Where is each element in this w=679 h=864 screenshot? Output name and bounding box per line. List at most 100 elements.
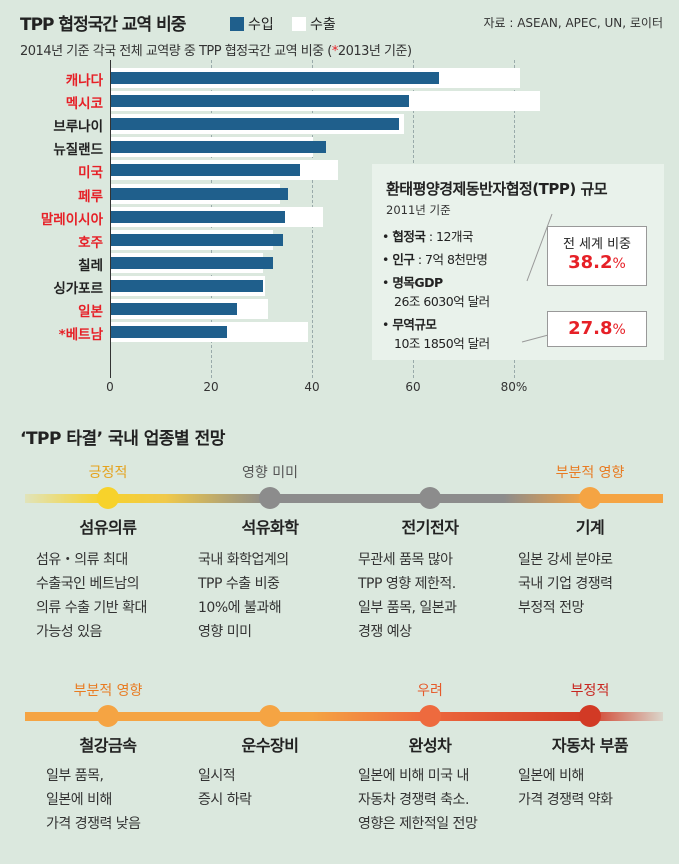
bar-import	[111, 141, 326, 154]
bullet: •	[382, 317, 389, 332]
bar-import	[111, 326, 228, 339]
legend-swatch-import	[230, 17, 244, 31]
category-label: 일본	[78, 304, 103, 320]
timeline-dot	[259, 487, 281, 509]
category-label: 말레이시아	[40, 211, 103, 228]
callout-pointer-gdp	[526, 213, 553, 282]
timeline-dot	[97, 487, 119, 509]
industry-name: 완성차	[408, 736, 452, 755]
info-title: 환태평양경제동반자협정(TPP) 규모	[386, 180, 608, 198]
outlook-tag: 부분적 영향	[555, 465, 625, 481]
bar-import	[111, 187, 288, 200]
item-key: 협정국	[392, 229, 426, 244]
bar-import	[111, 72, 440, 84]
industry-description: 일시적 증시 하락	[198, 768, 252, 808]
category-label: 칠레	[78, 257, 103, 274]
item-value: : 12개국	[425, 229, 474, 244]
tick-label: 60	[405, 380, 421, 394]
tick-label: 80%	[500, 380, 528, 394]
subtitle-star: *	[331, 44, 339, 59]
industry-name: 섬유의류	[79, 518, 137, 537]
info-item-members: • 협정국 : 12개국	[382, 226, 473, 245]
outlook-tag: 부분적 영향	[73, 683, 143, 699]
industry-description: 일본에 비해 가격 경쟁력 약화	[518, 768, 613, 808]
chart-title: TPP 협정국간 교역 비중	[20, 15, 186, 35]
bar-import	[111, 95, 409, 108]
industry-description: 일본에 비해 미국 내 자동차 경쟁력 축소. 영향은 제한적일 전망	[358, 768, 478, 832]
world-share-label: 전 세계 비중	[562, 237, 632, 252]
bar-import	[111, 256, 273, 269]
info-subtitle: 2011년 기준	[386, 203, 451, 217]
timeline-line-1	[25, 494, 663, 503]
callout-trade-share: 27.8%	[547, 311, 647, 347]
bullet: •	[382, 252, 389, 267]
info-item-gdp: • 명목GDP 26조 6030억 달러	[382, 272, 490, 310]
category-label: 멕시코	[65, 96, 103, 113]
item-value: 10조 1850억 달러	[394, 336, 490, 351]
info-item-population: • 인구 : 7억 8천만명	[382, 249, 488, 268]
timeline-line-2	[25, 712, 663, 721]
pct-sign: %	[612, 322, 626, 338]
timeline-dot	[97, 705, 119, 727]
industry-name: 기계	[575, 518, 605, 537]
outlook-tag: 긍정적	[88, 465, 128, 481]
pct-sign: %	[612, 256, 626, 272]
category-label: 미국	[78, 165, 103, 182]
item-value: : 7억 8천만명	[414, 252, 488, 267]
chart-subtitle: 2014년 기준 각국 전체 교역량 중 TPP 협정국간 교역 비중 (*20…	[20, 40, 412, 59]
category-label: 브루나이	[53, 119, 103, 136]
outlook-tag: 부정적	[570, 683, 610, 699]
gridline	[110, 60, 111, 378]
industry-description: 무관세 품목 많아 TPP 영향 제한적. 일부 품목, 일본과 경쟁 예상	[358, 552, 457, 640]
category-label: 페루	[78, 188, 103, 205]
bar-import	[111, 303, 238, 315]
bullet: •	[382, 275, 389, 290]
industry-description: 국내 화학업계의 TPP 수출 비중 10%에 불과해 영향 미미	[198, 552, 289, 640]
info-item-trade: • 무역규모 10조 1850억 달러	[382, 314, 490, 352]
legend-swatch-export	[292, 17, 306, 31]
bar-import	[111, 164, 301, 177]
item-key: 인구	[392, 252, 415, 267]
industry-description: 일본 강세 분야로 국내 기업 경쟁력 부정적 전망	[518, 552, 613, 616]
outlook-tag: 영향 미미	[242, 465, 298, 481]
industry-name: 자동차 부품	[551, 736, 629, 755]
item-key: 무역규모	[392, 317, 437, 332]
industry-name: 전기전자	[401, 518, 459, 537]
bar-import	[111, 279, 263, 292]
tick-label: 0	[106, 380, 114, 394]
timeline-dot	[579, 487, 601, 509]
gdp-share-value: 38.2	[568, 252, 613, 273]
subtitle-main: 2014년 기준 각국 전체 교역량 중 TPP 협정국간 교역 비중 (	[20, 44, 332, 59]
tpp-info-box: 환태평양경제동반자협정(TPP) 규모 2011년 기준 • 협정국 : 12개…	[372, 164, 664, 360]
category-label: 싱가포르	[53, 280, 103, 297]
item-key: 명목GDP	[392, 275, 443, 290]
trade-share-value: 27.8	[568, 318, 613, 339]
outlook-tag: 우려	[417, 683, 443, 699]
bullet: •	[382, 229, 389, 244]
subtitle-end: 2013년 기준)	[337, 44, 412, 59]
bar-import	[111, 118, 399, 131]
tick-label: 20	[203, 380, 219, 394]
category-label: 뉴질랜드	[53, 142, 103, 159]
industry-name: 운수장비	[241, 736, 299, 755]
outlook-title: ‘TPP 타결’ 국내 업종별 전망	[20, 429, 225, 449]
category-label: 캐나다	[65, 73, 103, 89]
industry-description: 일부 품목, 일본에 비해 가격 경쟁력 낮음	[46, 768, 141, 832]
bar-import	[111, 210, 286, 223]
legend-import: 수입	[230, 14, 274, 34]
industry-name: 석유화학	[241, 518, 299, 537]
tick-label: 40	[304, 380, 320, 394]
legend-export: 수출	[292, 14, 336, 34]
industry-description: 섬유・의류 최대 수출국인 베트남의 의류 수출 기반 확대 가능성 있음	[36, 552, 147, 640]
legend-label-import: 수입	[248, 17, 274, 33]
industry-name: 철강금속	[79, 736, 137, 755]
timeline-dot	[419, 487, 441, 509]
source-note: 자료 : ASEAN, APEC, UN, 로이터	[483, 16, 663, 30]
bar-import	[111, 233, 283, 246]
legend-label-export: 수출	[310, 17, 336, 33]
category-label: *베트남	[58, 327, 103, 344]
category-label: 호주	[78, 234, 103, 251]
timeline-dot	[579, 705, 601, 727]
timeline-dot	[419, 705, 441, 727]
